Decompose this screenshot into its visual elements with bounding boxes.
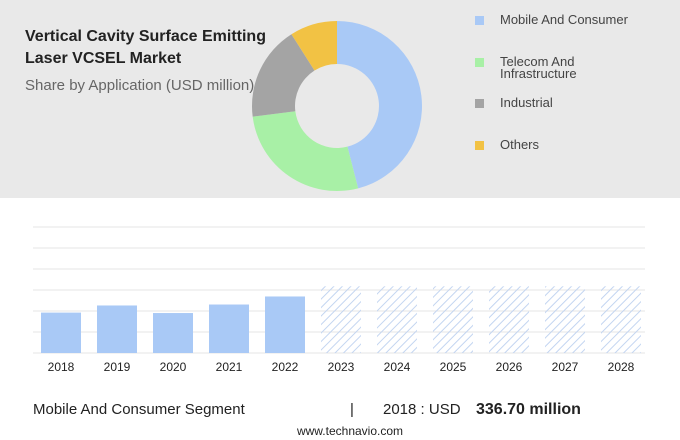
x-tick-label: 2025 [440,360,467,374]
footer-value: 336.70 million [476,401,581,418]
donut-slice [252,111,359,192]
x-tick-label: 2021 [216,360,243,374]
donut-slice [337,21,423,189]
x-tick-label: 2024 [384,360,411,374]
bar [265,296,305,353]
forecast-bar [489,286,529,353]
legend-label: Others [500,137,540,152]
donut-slice [291,21,337,71]
x-tick-label: 2026 [496,360,523,374]
chart-title: Vertical Cavity Surface Emitting Laser V… [25,28,266,67]
legend-swatch [475,141,484,150]
legend-swatch [475,99,484,108]
forecast-bar [433,286,473,353]
legend-label: Telecom And Infrastructure [500,54,577,81]
bar [97,305,137,353]
donut-slice [252,34,315,117]
x-tick-label: 2027 [552,360,579,374]
legend-label: Mobile And Consumer [500,12,628,27]
bar [209,304,249,353]
x-tick-label: 2019 [104,360,131,374]
legend-swatch [475,16,484,25]
x-tick-label: 2020 [160,360,187,374]
source: www.technavio.com [296,424,404,438]
legend-label: Industrial [500,95,553,110]
forecast-bar [545,286,585,353]
forecast-bar [377,286,417,353]
footer-segment: Mobile And Consumer Segment [33,401,245,418]
footer-year: 2018 : USD [383,401,461,418]
forecast-bar [601,286,641,353]
bar [41,312,81,353]
footer-separator: | [350,401,354,418]
chart-subtitle: Share by Application (USD million) [25,77,255,94]
x-tick-label: 2023 [328,360,355,374]
x-tick-label: 2022 [272,360,299,374]
bar [153,313,193,353]
x-tick-label: 2018 [48,360,75,374]
legend-swatch [475,58,484,67]
forecast-bar [321,286,361,353]
x-tick-label: 2028 [608,360,635,374]
